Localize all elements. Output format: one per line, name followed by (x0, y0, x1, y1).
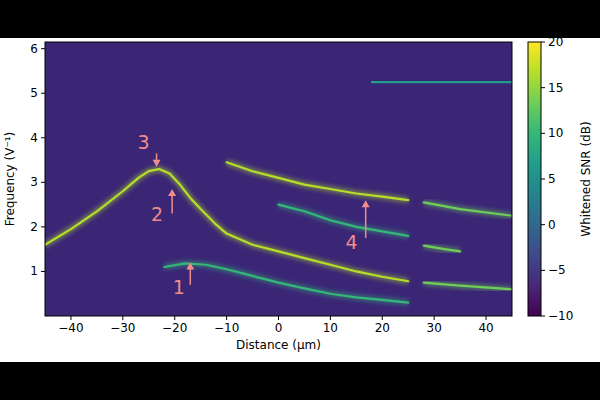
y-tick (41, 271, 45, 272)
y-tick (41, 137, 45, 138)
y-tick (41, 182, 45, 183)
x-tick (486, 316, 487, 320)
annotation: 4 (346, 231, 358, 253)
annotation-arrowhead (362, 200, 370, 207)
colorbar (528, 42, 541, 316)
trace (372, 81, 512, 83)
x-tick-label: 30 (427, 321, 442, 335)
x-tick (226, 316, 227, 320)
trace-glow (279, 205, 409, 236)
annotation-arrowhead (153, 160, 161, 167)
trace (424, 283, 512, 290)
plot-bg (45, 42, 512, 316)
y-tick-label: 1 (30, 264, 38, 278)
annotation: 3 (138, 131, 150, 153)
chart: −40−30−20−10010203040123456Distance (μm)… (0, 0, 600, 400)
y-tick-label: 5 (30, 86, 38, 100)
colorbar-tick-label: 10 (548, 126, 563, 140)
colorbar-tick (541, 87, 545, 88)
x-tick-label: 20 (375, 321, 390, 335)
trace (227, 162, 409, 200)
x-tick (122, 316, 123, 320)
traces (45, 82, 512, 303)
x-tick (278, 316, 279, 320)
x-tick (174, 316, 175, 320)
colorbar-tick (541, 179, 545, 180)
y-axis-title: Frequency (V⁻¹) (3, 132, 17, 227)
trace-glow (227, 162, 409, 200)
colorbar-tick-label: 5 (548, 172, 556, 186)
colorbar-tick-label: 15 (548, 81, 563, 95)
annotation-arrowhead (186, 263, 194, 270)
y-tick-label: 6 (30, 42, 38, 56)
colorbar-tick (541, 270, 545, 271)
x-tick-label: 0 (275, 321, 283, 335)
colorbar-tick (541, 316, 545, 317)
y-tick (41, 226, 45, 227)
x-tick (382, 316, 383, 320)
plot-frame (45, 42, 512, 316)
annotation-arrowhead (168, 189, 176, 196)
trace-glow (424, 283, 512, 290)
colorbar-tick (541, 224, 545, 225)
trace (424, 246, 460, 252)
trace-glow (424, 202, 512, 215)
trace-glow (424, 246, 460, 252)
x-tick-label: −30 (110, 321, 135, 335)
trace-glow (45, 169, 408, 281)
colorbar-tick-label: 20 (548, 35, 563, 49)
trace (279, 205, 409, 236)
y-tick-label: 2 (30, 220, 38, 234)
x-axis-title: Distance (μm) (236, 338, 321, 352)
annotation: 2 (151, 203, 163, 225)
colorbar-tick-label: 0 (548, 218, 556, 232)
y-tick-label: 4 (30, 131, 38, 145)
annotation: 1 (173, 276, 185, 298)
colorbar-tick-label: −5 (548, 263, 566, 277)
x-tick-label: −10 (214, 321, 239, 335)
colorbar-tick (541, 42, 545, 43)
x-tick (70, 316, 71, 320)
annotation-arrow (190, 269, 192, 285)
x-tick (330, 316, 331, 320)
x-tick-label: 10 (323, 321, 338, 335)
trace-glow (372, 79, 512, 85)
y-tick (41, 48, 45, 49)
figure-bg (0, 38, 600, 362)
trace-glow (164, 263, 408, 302)
y-tick-label: 3 (30, 175, 38, 189)
x-tick-label: −40 (58, 321, 83, 335)
x-tick-label: −20 (162, 321, 187, 335)
annotation-arrow (365, 206, 367, 238)
colorbar-tick-label: −10 (548, 309, 573, 323)
trace (164, 263, 408, 302)
annotation-arrow (156, 153, 158, 160)
colorbar-tick (541, 133, 545, 134)
annotation-arrow (171, 195, 173, 214)
trace (45, 169, 408, 281)
trace (424, 202, 512, 215)
x-tick (434, 316, 435, 320)
frame-bg (0, 0, 600, 400)
x-tick-label: 40 (478, 321, 493, 335)
y-tick (41, 93, 45, 94)
colorbar-title: Whitened SNR (dB) (579, 121, 593, 236)
